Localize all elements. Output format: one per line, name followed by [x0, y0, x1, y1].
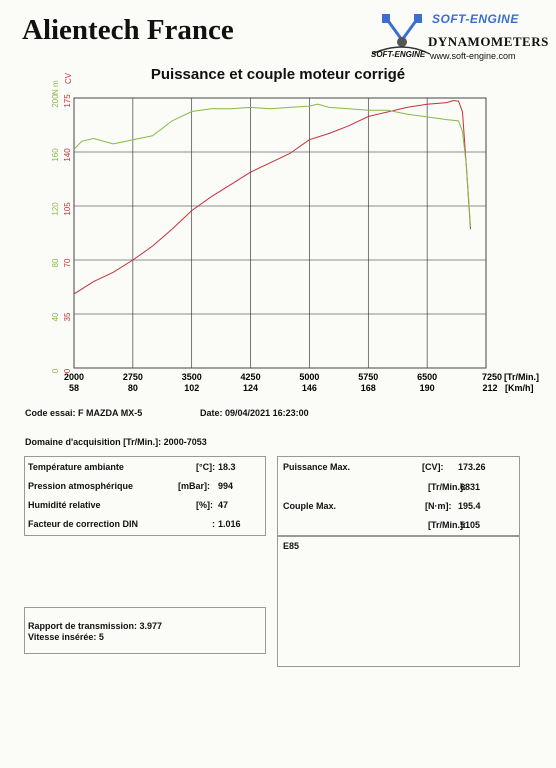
x-tick-rpm: 2000 [64, 372, 84, 382]
condition-label: Température ambiante [28, 462, 124, 472]
torque-rpm-value: 5105 [460, 520, 481, 530]
x-tick-speed: 190 [420, 383, 435, 393]
x-tick-speed: 146 [302, 383, 317, 393]
power-max-label: Puissance Max. [283, 462, 351, 472]
company-name: Alientech France [22, 14, 234, 46]
transmission-ratio-value: 3.977 [139, 621, 163, 631]
results-box [277, 456, 520, 536]
condition-value: 1.016 [218, 519, 241, 529]
x-tick-speed: 168 [361, 383, 376, 393]
condition-unit: [mBar]: [178, 481, 211, 491]
x-tick-rpm: 6500 [417, 372, 437, 382]
condition-value: 994 [218, 481, 234, 491]
brand-wordmark: SOFT-ENGINE [432, 12, 519, 26]
plot-frame [73, 97, 487, 369]
y-tick-power: 0 [63, 368, 72, 373]
condition-unit: : [212, 519, 215, 529]
y-tick-power: 70 [63, 258, 72, 267]
power-curve [73, 100, 471, 295]
brand-subtitle: DYNAMOMETERS [428, 34, 549, 49]
condition-label: Pression atmosphérique [28, 481, 134, 491]
x-tick-rpm: 3500 [182, 372, 202, 382]
transmission-ratio-label: Rapport de transmission: [28, 621, 138, 631]
x-tick-rpm: 7250 [482, 372, 502, 382]
chart-title: Puissance et couple moteur corrigé [150, 66, 406, 83]
x-tick-rpm: 5000 [299, 372, 319, 382]
y-tick-torque: 120 [51, 202, 60, 216]
x-tick-speed: 102 [184, 383, 199, 393]
power-rpm-value: 6831 [460, 482, 481, 492]
y-unit-torque: N m [51, 80, 60, 95]
torque-rpm-unit: [Tr/Min.]: [428, 520, 466, 530]
y-unit-power: CV [64, 72, 73, 84]
power-rpm-unit: [Tr/Min.]: [428, 482, 466, 492]
y-tick-power: 175 [63, 94, 72, 108]
condition-value: 18.3 [218, 462, 236, 472]
x-tick-rpm: 2750 [123, 372, 143, 382]
conditions-box [24, 456, 266, 536]
x-tick-speed: 124 [243, 383, 258, 393]
torque-max-value: 195.4 [458, 501, 481, 511]
x-unit: [Tr/Min.] [504, 372, 539, 382]
torque-max-label: Couple Max. [283, 501, 337, 511]
y-tick-torque: 0 [51, 368, 60, 373]
code-value: F MAZDA MX-5 [78, 408, 143, 418]
power-max-unit: [CV]: [422, 462, 444, 472]
y-tick-torque: 80 [51, 258, 60, 267]
condition-label: Facteur de correction DIN [28, 519, 139, 529]
y-tick-torque: 200 [51, 94, 60, 108]
torque-curve [73, 103, 471, 227]
x-tick-rpm: 5750 [358, 372, 378, 382]
dyno-logo-icon [371, 14, 431, 55]
transmission-box [24, 607, 266, 654]
code-label: Code essai: [25, 408, 76, 418]
gear-value: 5 [98, 632, 104, 642]
brand-url: www.soft-engine.com [430, 51, 516, 61]
x-tick-speed: 58 [69, 383, 79, 393]
condition-unit: [%]: [196, 500, 213, 510]
domain-value: 2000-7053 [163, 437, 207, 447]
condition-unit: [°C]: [196, 462, 216, 472]
notes-fuel: E85 [283, 541, 300, 551]
x-tick-speed: 212 [482, 383, 497, 393]
torque-max-unit: [N·m]: [425, 501, 452, 511]
y-tick-power: 105 [63, 202, 72, 216]
domain-label: Domaine d'acquisition [Tr/Min.]: [25, 437, 162, 447]
date-label: Date: [200, 408, 223, 418]
condition-label: Humidité relative [28, 500, 101, 510]
gear-label: Vitesse insérée: [28, 632, 97, 642]
x-tick-rpm: 4250 [241, 372, 261, 382]
x-tick-speed: 80 [128, 383, 138, 393]
x-unit-speed: [Km/h] [505, 383, 534, 393]
condition-value: 47 [218, 500, 229, 510]
y-tick-torque: 160 [51, 148, 60, 162]
notes-box [277, 536, 520, 667]
y-tick-power: 140 [63, 148, 72, 162]
y-tick-torque: 40 [51, 312, 60, 321]
date-value: 09/04/2021 16:23:00 [225, 408, 309, 418]
power-max-value: 173.26 [458, 462, 486, 472]
brand-small-tag: SOFT-ENGINE [371, 50, 426, 59]
chart-grid [73, 97, 487, 369]
y-tick-power: 35 [63, 312, 72, 321]
